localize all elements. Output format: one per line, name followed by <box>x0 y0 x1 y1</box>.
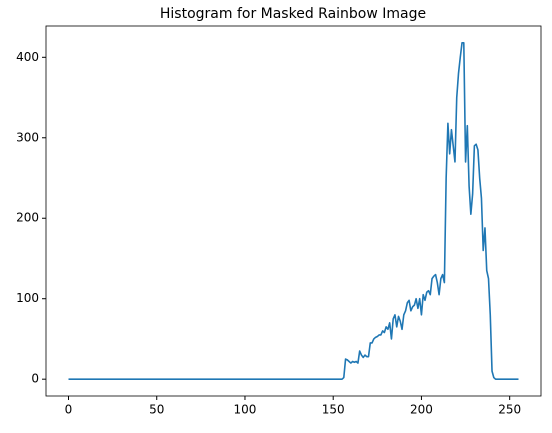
x-tick-label: 150 <box>322 403 345 417</box>
x-tick-label: 250 <box>498 403 521 417</box>
y-tick-label: 0 <box>31 372 39 386</box>
x-tick-label: 100 <box>234 403 257 417</box>
plot-frame <box>45 25 542 397</box>
x-tick-label: 50 <box>149 403 164 417</box>
x-tick-label: 0 <box>65 403 73 417</box>
y-tick-label: 100 <box>16 291 39 305</box>
x-tick-label: 200 <box>410 403 433 417</box>
data-line <box>68 42 519 380</box>
chart-title: Histogram for Masked Rainbow Image <box>160 6 426 22</box>
y-tick-label: 200 <box>16 211 39 225</box>
y-tick-label: 300 <box>16 130 39 144</box>
y-tick-label: 400 <box>16 50 39 64</box>
